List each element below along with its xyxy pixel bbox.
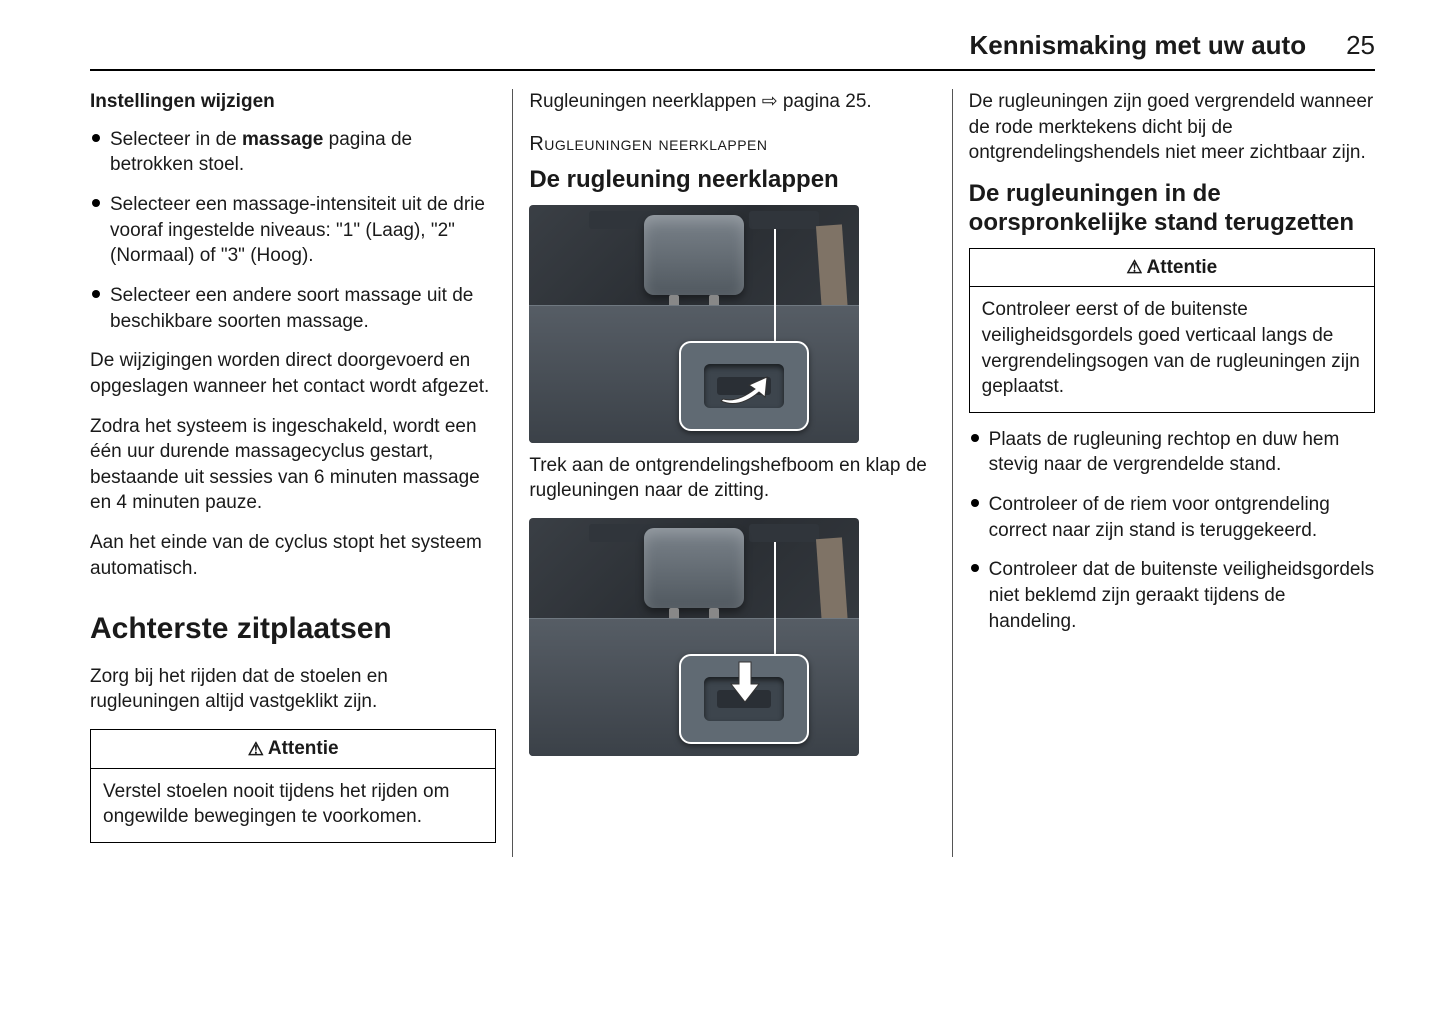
latch-icon <box>749 524 819 542</box>
callout-leader-line <box>774 542 776 656</box>
column-1: Instellingen wijzigen Selecteer in de ma… <box>90 89 512 857</box>
heading-restore: De rugleuningen in de oorspronkelijke st… <box>969 180 1375 238</box>
warning-body: Controleer eerst of de buitenste veiligh… <box>970 287 1374 412</box>
curved-arrow-up-icon <box>717 367 773 407</box>
chapter-title: Kennismaking met uw auto <box>969 28 1306 63</box>
figure-fold-seat <box>529 518 859 756</box>
warning-icon: ⚠ <box>1126 255 1142 279</box>
page-header: Kennismaking met uw auto 25 <box>90 28 1375 71</box>
heading-settings: Instellingen wijzigen <box>90 89 496 115</box>
list-item: Selecteer een massage-intensiteit uit de… <box>90 192 496 269</box>
heading-fold-back: De rugleuning neerklappen <box>529 166 935 195</box>
callout-bubble <box>679 654 809 744</box>
warning-header: ⚠Attentie <box>970 249 1374 288</box>
warning-title: Attentie <box>268 736 339 762</box>
latch-icon <box>749 211 819 229</box>
bold-massage: massage <box>242 129 323 150</box>
list-item: Controleer of de riem voor ontgrendeling… <box>969 492 1375 543</box>
warning-body: Verstel stoelen nooit tijdens het rijden… <box>91 769 495 842</box>
paragraph: Aan het einde van de cyclus stopt het sy… <box>90 530 496 581</box>
restore-list: Plaats de rugleuning rechtop en duw hem … <box>969 427 1375 634</box>
content-columns: Instellingen wijzigen Selecteer in de ma… <box>90 89 1375 857</box>
paragraph: De wijzigingen worden direct doorgevoerd… <box>90 348 496 399</box>
warning-title: Attentie <box>1147 255 1218 281</box>
page-number: 25 <box>1346 28 1375 63</box>
arrow-down-icon <box>725 660 765 706</box>
cross-reference: Rugleuningen neerklappen ⇨ pagina 25. <box>529 89 935 115</box>
column-2: Rugleuningen neerklappen ⇨ pagina 25. Ru… <box>512 89 951 857</box>
list-item: Controleer dat de buitenste veiligheidsg… <box>969 557 1375 634</box>
heading-smallcaps: Rugleuningen neerklappen <box>529 131 935 158</box>
settings-list: Selecteer in de massage pagina de betrok… <box>90 127 496 334</box>
warning-icon: ⚠ <box>248 737 264 761</box>
list-item: Selecteer in de massage pagina de betrok… <box>90 127 496 178</box>
list-item: Plaats de rugleuning rechtop en duw hem … <box>969 427 1375 478</box>
paragraph: Zodra het systeem is ingeschakeld, wordt… <box>90 414 496 517</box>
list-item: Selecteer een andere soort massage uit d… <box>90 283 496 334</box>
paragraph: Zorg bij het rijden dat de stoelen en ru… <box>90 664 496 715</box>
warning-header: ⚠Attentie <box>91 730 495 769</box>
headrest-icon <box>644 215 744 295</box>
figure-caption: Trek aan de ontgrendelingshefboom en kla… <box>529 453 935 504</box>
callout-leader-line <box>774 229 776 343</box>
heading-rear-seats: Achterste zitplaatsen <box>90 609 496 650</box>
callout-bubble <box>679 341 809 431</box>
warning-box: ⚠Attentie Verstel stoelen nooit tijdens … <box>90 729 496 843</box>
column-3: De rugleuningen zijn goed vergrendeld wa… <box>952 89 1375 857</box>
figure-release-lever <box>529 205 859 443</box>
warning-box: ⚠Attentie Controleer eerst of de buitens… <box>969 248 1375 413</box>
headrest-icon <box>644 528 744 608</box>
paragraph: De rugleuningen zijn goed vergrendeld wa… <box>969 89 1375 166</box>
